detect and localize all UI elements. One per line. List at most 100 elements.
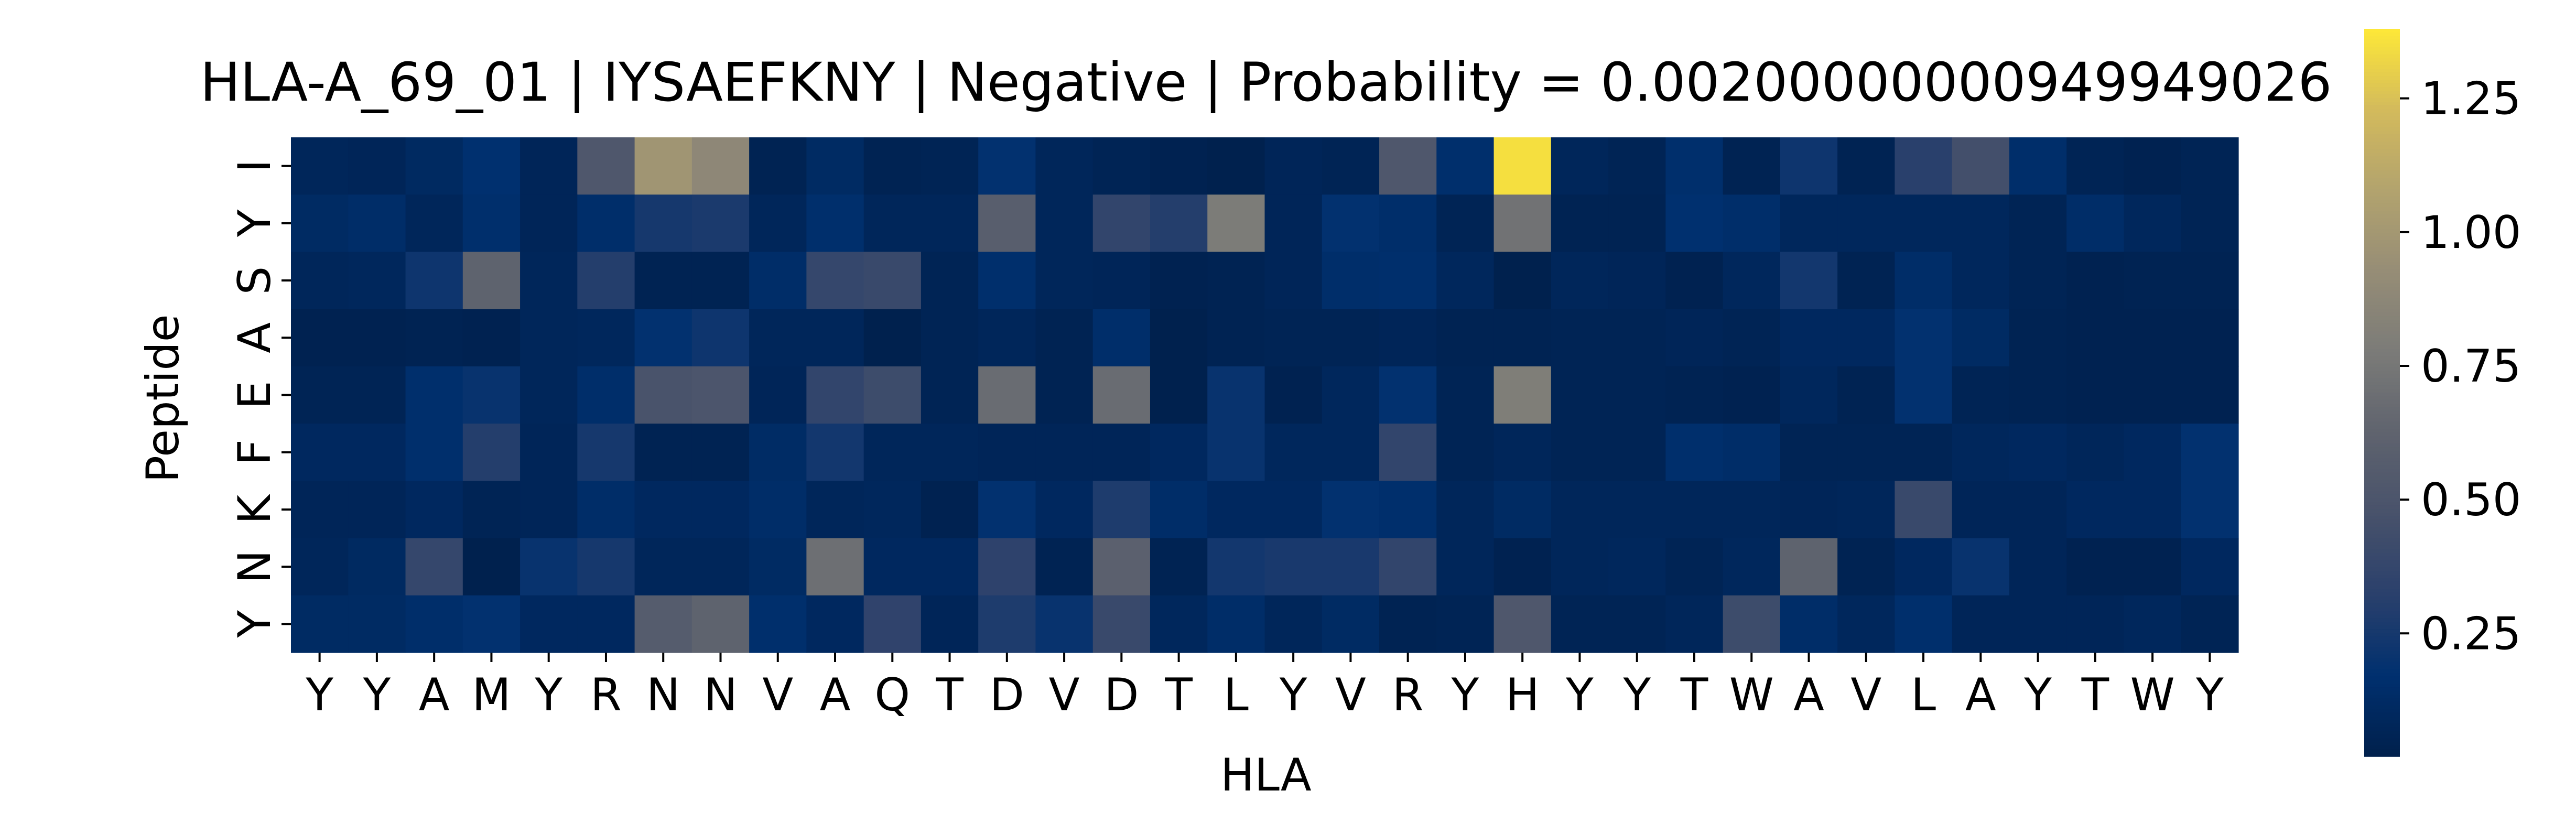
heatmap-cell xyxy=(921,252,979,310)
colorbar-segment xyxy=(2364,651,2400,655)
heatmap-cell xyxy=(863,137,922,195)
heatmap-cell xyxy=(691,252,750,310)
heatmap-cell xyxy=(405,538,463,596)
heatmap-cell xyxy=(1665,366,1724,424)
heatmap-cell xyxy=(978,424,1036,481)
heatmap-cell xyxy=(1207,538,1265,596)
heatmap-cell xyxy=(2124,595,2182,653)
colorbar-segment xyxy=(2364,403,2400,408)
colorbar-segment xyxy=(2364,105,2400,110)
colorbar-segment xyxy=(2364,662,2400,666)
heatmap-cell xyxy=(2066,309,2125,367)
colorbar-segment xyxy=(2364,156,2400,160)
colorbar-segment xyxy=(2364,196,2400,200)
heatmap-cell xyxy=(2009,137,2067,195)
heatmap-cell xyxy=(1207,366,1265,424)
heatmap-cell xyxy=(2181,194,2239,253)
heatmap-cell xyxy=(806,194,864,253)
colorbar-segment xyxy=(2364,83,2400,88)
colorbar-segment xyxy=(2364,527,2400,532)
heatmap-cell xyxy=(691,538,750,596)
colorbar-segment xyxy=(2364,600,2400,604)
colorbar-segment xyxy=(2364,50,2400,55)
colorbar-segment xyxy=(2364,290,2400,295)
colorbar-segment xyxy=(2364,159,2400,164)
heatmap-cell xyxy=(2066,366,2125,424)
colorbar-segment xyxy=(2364,592,2400,597)
heatmap-cell xyxy=(462,309,521,367)
colorbar-segment xyxy=(2364,629,2400,633)
heatmap-cell xyxy=(2066,481,2125,539)
heatmap-cell xyxy=(1665,538,1724,596)
colorbar-segment xyxy=(2364,640,2400,644)
heatmap-cell xyxy=(2181,595,2239,653)
heatmap-cell xyxy=(577,137,635,195)
heatmap-cell xyxy=(863,481,922,539)
colorbar-segment xyxy=(2364,483,2400,488)
heatmap-cell xyxy=(1608,194,1666,253)
colorbar-segment xyxy=(2364,516,2400,521)
x-tick-label: Y xyxy=(363,669,391,721)
heatmap-cell xyxy=(1207,252,1265,310)
heatmap-cell xyxy=(921,538,979,596)
heatmap-cell xyxy=(691,194,750,253)
heatmap-cell xyxy=(1895,366,1953,424)
colorbar-segment xyxy=(2364,90,2400,95)
colorbar-segment xyxy=(2364,578,2400,582)
y-tick-label: Y xyxy=(229,209,281,237)
heatmap-cell xyxy=(1608,424,1666,481)
x-tick-label: D xyxy=(990,669,1024,721)
colorbar-segment xyxy=(2364,69,2400,73)
heatmap-cell xyxy=(2124,194,2182,253)
colorbar-segment xyxy=(2364,603,2400,608)
heatmap-cell xyxy=(1837,252,1896,310)
heatmap-cell xyxy=(1551,309,1609,367)
colorbar-segment xyxy=(2364,745,2400,750)
heatmap-cell xyxy=(348,424,406,481)
colorbar-segment xyxy=(2364,410,2400,415)
heatmap-cell xyxy=(2124,309,2182,367)
colorbar-segment xyxy=(2364,254,2400,259)
heatmap-cell xyxy=(691,481,750,539)
heatmap-cell xyxy=(405,137,463,195)
colorbar-segment xyxy=(2364,76,2400,80)
colorbar-segment xyxy=(2364,272,2400,277)
heatmap-cell xyxy=(921,309,979,367)
colorbar-segment xyxy=(2364,378,2400,382)
heatmap-cell xyxy=(806,252,864,310)
heatmap-cell xyxy=(1264,538,1323,596)
heatmap-cell xyxy=(806,481,864,539)
heatmap-cell xyxy=(1379,481,1437,539)
heatmap-cell xyxy=(1551,137,1609,195)
colorbar-segment xyxy=(2364,480,2400,484)
heatmap-cell xyxy=(1837,424,1896,481)
heatmap-cell xyxy=(1322,424,1380,481)
colorbar-segment xyxy=(2364,654,2400,659)
heatmap-cell xyxy=(1379,538,1437,596)
colorbar-segment xyxy=(2364,301,2400,306)
colorbar-segment xyxy=(2364,622,2400,626)
heatmap-cell xyxy=(1723,137,1781,195)
heatmap-cell xyxy=(806,595,864,653)
x-tick-label: Y xyxy=(1451,669,1479,721)
colorbar-segment xyxy=(2364,633,2400,637)
colorbar-segment xyxy=(2364,571,2400,575)
heatmap-cell xyxy=(806,424,864,481)
heatmap-cell xyxy=(1608,366,1666,424)
colorbar-segment xyxy=(2364,753,2400,757)
heatmap-cell xyxy=(1436,252,1495,310)
heatmap-cell xyxy=(978,481,1036,539)
heatmap-cell xyxy=(291,252,349,310)
heatmap-cell xyxy=(1379,252,1437,310)
heatmap-cell xyxy=(348,595,406,653)
heatmap-cells xyxy=(291,137,2239,653)
heatmap-cell xyxy=(1952,481,2010,539)
colorbar-segment xyxy=(2364,676,2400,681)
heatmap-cell xyxy=(462,424,521,481)
heatmap-cell xyxy=(1723,366,1781,424)
heatmap-cell xyxy=(2009,194,2067,253)
colorbar-segment xyxy=(2364,200,2400,204)
heatmap-cell xyxy=(863,424,922,481)
colorbar-segment xyxy=(2364,345,2400,350)
